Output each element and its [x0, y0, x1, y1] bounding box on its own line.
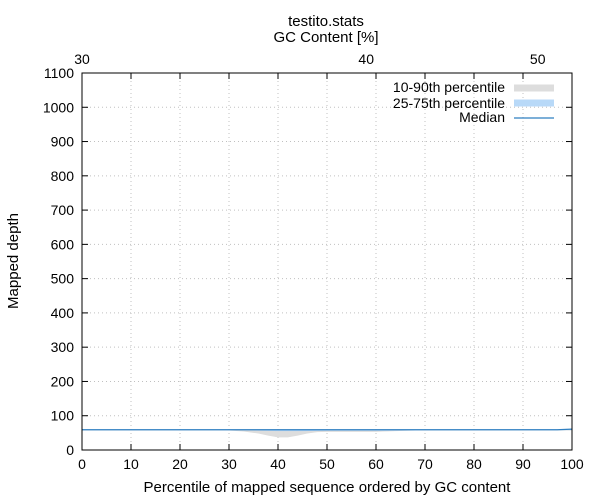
- x-axis-label: Percentile of mapped sequence ordered by…: [144, 479, 512, 496]
- y-tick-label: 900: [51, 134, 75, 150]
- legend-label-25-75: 25-75th percentile: [393, 95, 505, 111]
- x-tick-label: 50: [319, 456, 335, 472]
- x-tick-label: 60: [368, 456, 384, 472]
- y-tick-label: 700: [51, 202, 75, 218]
- x2-tick-label: 40: [358, 51, 374, 67]
- legend-label-10-90: 10-90th percentile: [393, 79, 505, 95]
- y-tick-label: 300: [51, 339, 75, 355]
- x-tick-label: 80: [466, 456, 482, 472]
- y-tick-label: 0: [66, 442, 74, 458]
- x-tick-label: 10: [123, 456, 139, 472]
- x-tick-label: 0: [78, 456, 86, 472]
- x-tick-label: 40: [270, 456, 286, 472]
- axis-ticks: 0 10 20 30 40 50 60 70 80 90 100010020030040050060…: [43, 51, 584, 472]
- y-tick-label: 100: [51, 408, 75, 424]
- grid: [82, 73, 572, 450]
- x-tick-label: 30: [221, 456, 237, 472]
- x2-tick-label: 50: [530, 51, 546, 67]
- legend-label-median: Median: [459, 109, 505, 125]
- chart-title: testito.stats: [288, 13, 364, 30]
- y-tick-label: 800: [51, 168, 75, 184]
- y-tick-label: 1100: [44, 65, 74, 81]
- y-tick-label: 400: [51, 305, 75, 321]
- y-tick-label: 500: [51, 271, 75, 287]
- x-tick-label: 70: [417, 456, 433, 472]
- y-axis-label: Mapped depth: [5, 213, 22, 309]
- y-tick-label: 600: [51, 236, 75, 252]
- legend: 10-90th percentile 25-75th percentile Me…: [393, 79, 554, 125]
- plot-series: [82, 428, 573, 438]
- y-tick-label: 1000: [43, 99, 74, 115]
- chart-subtitle: GC Content [%]: [273, 29, 378, 46]
- x-tick-label: 90: [515, 456, 531, 472]
- x-tick-label: 20: [172, 456, 188, 472]
- y-tick-label: 200: [51, 373, 75, 389]
- median-line: [82, 428, 573, 431]
- x2-tick-label: 30: [74, 51, 90, 67]
- x-tick-label: 100: [560, 456, 584, 472]
